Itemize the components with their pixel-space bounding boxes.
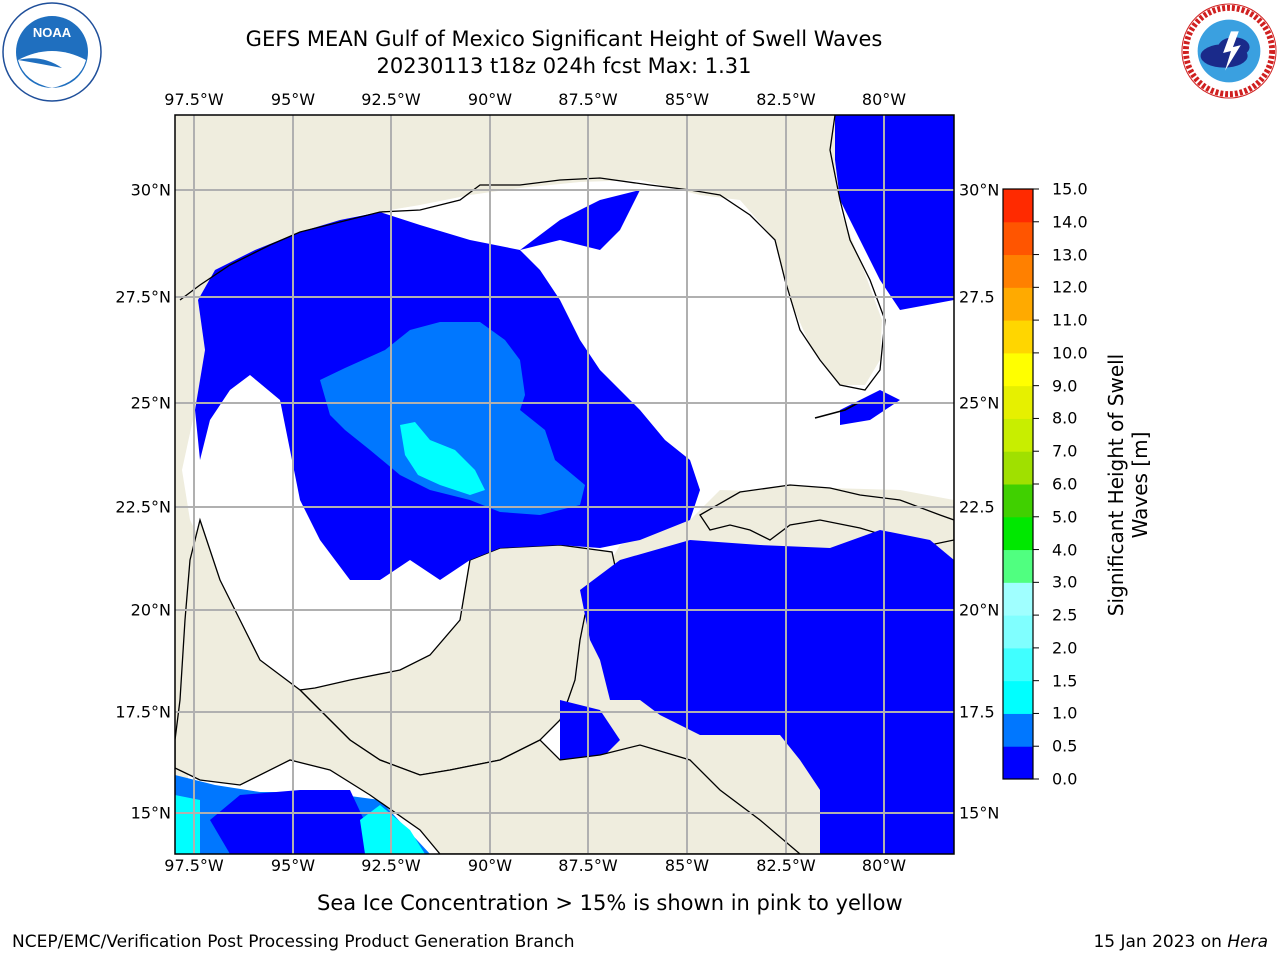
colorbar-band bbox=[1003, 451, 1033, 485]
footer-date-text: 15 Jan 2023 on bbox=[1093, 932, 1228, 952]
lat-label-left: 15°N bbox=[130, 803, 171, 823]
footer-credit: NCEP/EMC/Verification Post Processing Pr… bbox=[12, 932, 575, 952]
florida-keys bbox=[814, 401, 861, 419]
colorbar-tick-label: 3.0 bbox=[1052, 572, 1078, 592]
central-america-land bbox=[175, 517, 802, 854]
colorbar-band bbox=[1003, 746, 1033, 780]
colorbar-band bbox=[1003, 615, 1033, 649]
colorbar-band bbox=[1003, 484, 1033, 518]
lat-label-right: 22.5 bbox=[959, 497, 995, 517]
colorbar-tick-label: 2.5 bbox=[1052, 605, 1078, 625]
lon-label-top: 97.5°W bbox=[164, 90, 224, 109]
colorbar-tick-label: 1.5 bbox=[1052, 671, 1078, 691]
lon-label-bottom: 90°W bbox=[467, 856, 513, 875]
colorbar-band bbox=[1003, 320, 1033, 354]
colorbar bbox=[1003, 188, 1039, 780]
lon-label-top: 87.5°W bbox=[558, 90, 618, 109]
colorbar-tick-label: 14.0 bbox=[1052, 212, 1088, 232]
lon-label-bottom: 80°W bbox=[861, 856, 907, 875]
footer-date: 15 Jan 2023 on Hera bbox=[1093, 932, 1268, 952]
lat-label-right: 25°N bbox=[959, 393, 1000, 413]
colorbar-tick-label: 4.0 bbox=[1052, 540, 1078, 560]
colorbar-tick-label: 9.0 bbox=[1052, 376, 1078, 396]
lat-label-left: 20°N bbox=[130, 600, 171, 620]
colorbar-tick-label: 7.0 bbox=[1052, 441, 1078, 461]
lat-label-right: 20°N bbox=[959, 600, 1000, 620]
graticule bbox=[175, 115, 954, 854]
colorbar-band bbox=[1003, 516, 1033, 551]
lon-label-bottom: 87.5°W bbox=[558, 856, 618, 875]
pacific-swell bbox=[175, 775, 430, 854]
colorbar-band bbox=[1003, 418, 1033, 452]
lat-label-right: 17.5 bbox=[959, 702, 995, 722]
colorbar-band bbox=[1003, 385, 1033, 419]
lat-label-left: 25°N bbox=[130, 393, 171, 413]
colorbar-tick-label: 13.0 bbox=[1052, 245, 1088, 265]
us-coastline bbox=[179, 115, 886, 391]
colorbar-tick-label: 10.0 bbox=[1052, 343, 1088, 363]
colorbar-band bbox=[1003, 680, 1033, 714]
colorbar-tick-label: 1.0 bbox=[1052, 703, 1078, 723]
colorbar-band bbox=[1003, 189, 1033, 223]
colorbar-title-line1: Significant Height of Swell bbox=[1104, 353, 1128, 617]
lat-label-left: 22.5°N bbox=[115, 497, 171, 517]
sea-ice-note: Sea Ice Concentration > 15% is shown in … bbox=[317, 891, 903, 915]
lat-label-left: 27.5°N bbox=[115, 287, 171, 307]
colorbar-tick-label: 0.0 bbox=[1052, 769, 1078, 789]
colorbar-tick-label: 6.0 bbox=[1052, 474, 1078, 494]
colorbar-band bbox=[1003, 221, 1033, 256]
lon-label-bottom: 95°W bbox=[270, 856, 316, 875]
nws-logo bbox=[1181, 3, 1277, 99]
noaa-logo: NOAA bbox=[2, 2, 102, 102]
swell-0.5-1.0 bbox=[320, 322, 585, 515]
lon-label-top: 92.5°W bbox=[361, 90, 421, 109]
lat-label-right: 15°N bbox=[959, 803, 1000, 823]
colorbar-band bbox=[1003, 549, 1033, 583]
colorbar-band bbox=[1003, 713, 1033, 747]
lat-label-left: 17.5°N bbox=[115, 702, 171, 722]
colorbar-title-line2: Waves [m] bbox=[1128, 431, 1152, 539]
colorbar-tick-label: 5.0 bbox=[1052, 507, 1078, 527]
colorbar-tick-label: 0.5 bbox=[1052, 736, 1078, 756]
lon-label-top: 82.5°W bbox=[756, 90, 816, 109]
colorbar-band bbox=[1003, 647, 1033, 682]
colorbar-band bbox=[1003, 352, 1033, 387]
lon-label-top: 90°W bbox=[467, 90, 513, 109]
lon-label-bottom: 97.5°W bbox=[164, 856, 224, 875]
lon-label-bottom: 82.5°W bbox=[756, 856, 816, 875]
lat-label-right: 27.5 bbox=[959, 287, 995, 307]
lon-label-top: 80°W bbox=[861, 90, 907, 109]
colorbar-tick-label: 11.0 bbox=[1052, 310, 1088, 330]
lon-label-top: 95°W bbox=[270, 90, 316, 109]
swell-1.0-1.5 bbox=[400, 422, 485, 495]
map-subtitle: 20230113 t18z 024h fcst Max: 1.31 bbox=[376, 54, 752, 78]
colorbar-tick-label: 2.0 bbox=[1052, 638, 1078, 658]
lon-label-bottom: 92.5°W bbox=[361, 856, 421, 875]
svg-text:NOAA: NOAA bbox=[33, 25, 72, 40]
colorbar-tick-label: 12.0 bbox=[1052, 277, 1088, 297]
map-frame bbox=[174, 114, 955, 855]
colorbar-band bbox=[1003, 287, 1033, 321]
lon-label-top: 85°W bbox=[664, 90, 710, 109]
colorbar-band bbox=[1003, 582, 1033, 616]
colorbar-band bbox=[1003, 254, 1033, 288]
colorbar-tick-label: 8.0 bbox=[1052, 408, 1078, 428]
colorbar-title: Significant Height of Swell Waves [m] bbox=[1104, 354, 1152, 616]
footer-host: Hera bbox=[1227, 932, 1268, 952]
map-title: GEFS MEAN Gulf of Mexico Significant Hei… bbox=[245, 27, 883, 51]
lat-label-left: 30°N bbox=[130, 180, 171, 200]
colorbar-frame bbox=[1002, 188, 1034, 780]
lon-label-bottom: 85°W bbox=[664, 856, 710, 875]
colorbar-tick-label: 15.0 bbox=[1052, 179, 1088, 199]
lat-label-right: 30°N bbox=[959, 180, 1000, 200]
